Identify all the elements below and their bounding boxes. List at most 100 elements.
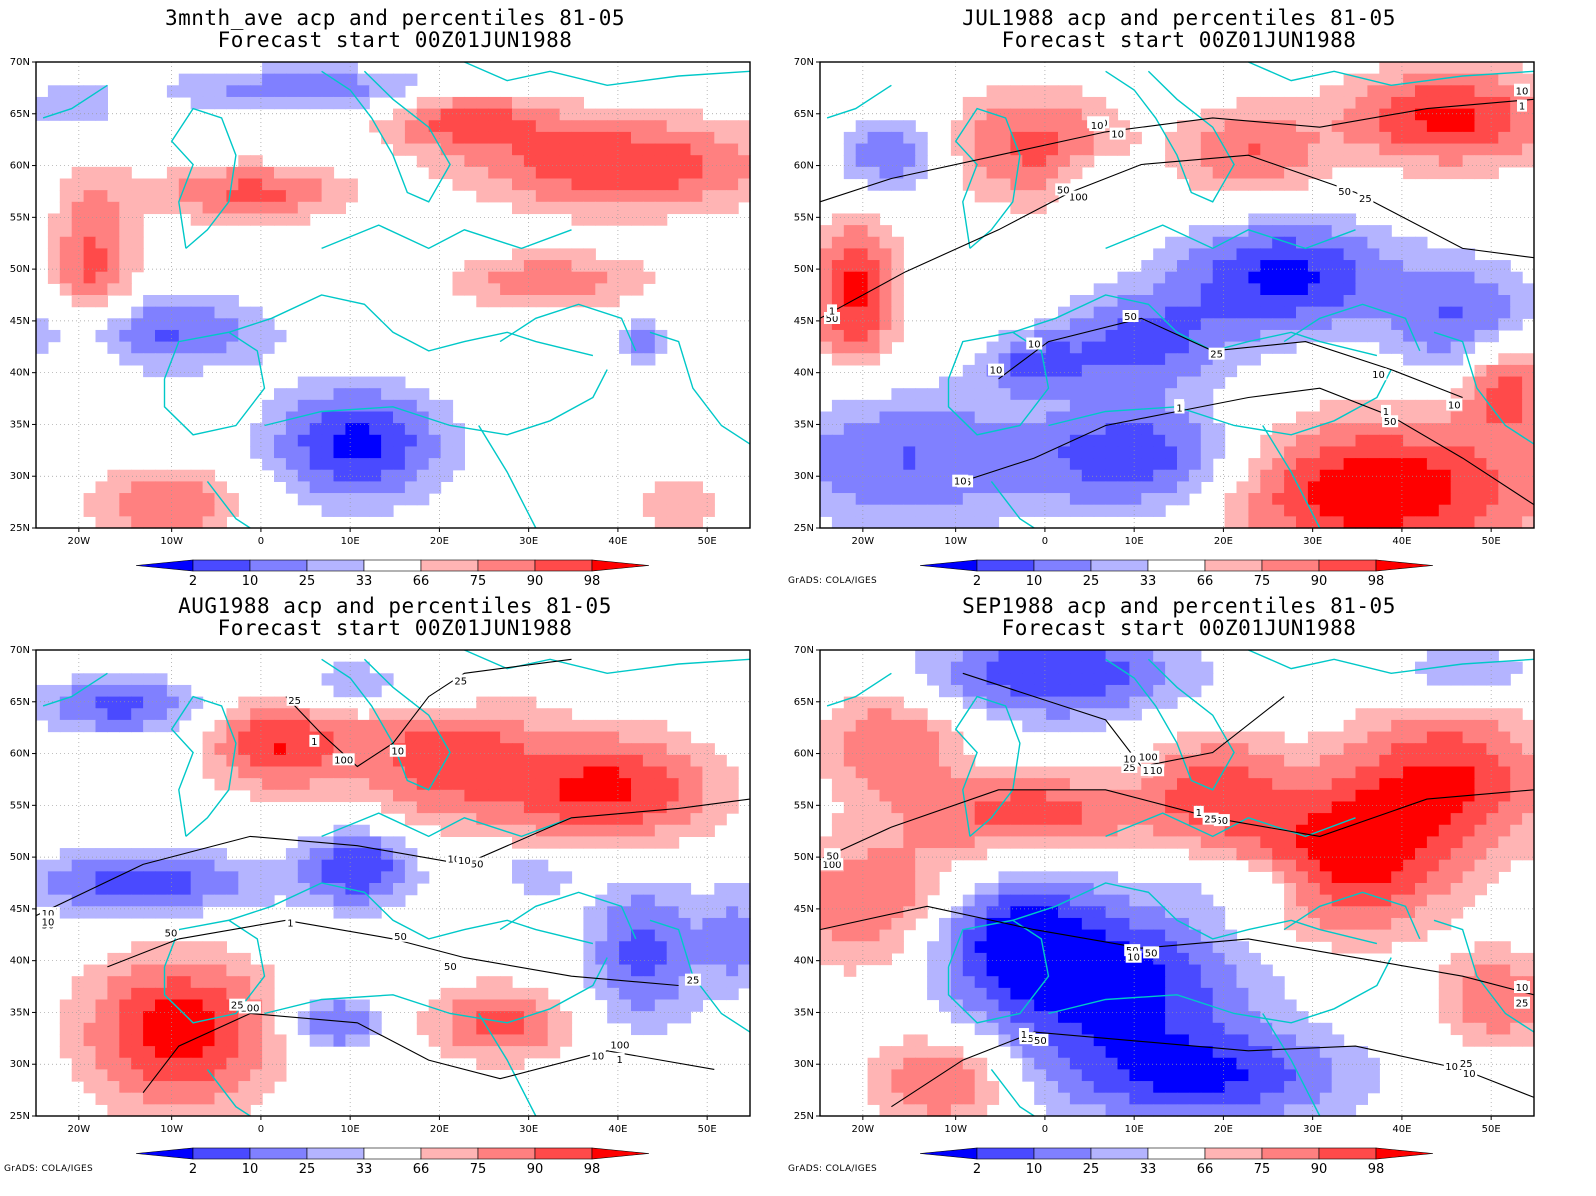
percentile-cell [131,504,144,517]
percentile-cell [131,1104,144,1117]
percentile-cell [262,871,275,884]
percentile-cell [274,754,287,768]
percentile-cell [654,824,668,837]
percentile-cell [950,766,964,779]
percentile-cell [95,271,108,284]
percentile-cell [998,883,1011,896]
percentile-cell [464,1046,477,1059]
percentile-cell [974,143,988,156]
percentile-cell [59,1011,73,1024]
percentile-cell [274,719,287,733]
percentile-cell [631,260,644,273]
percentile-cell [939,754,952,768]
percentile-cell [1355,789,1368,803]
percentile-cell [333,73,346,86]
percentile-cell [1367,836,1380,849]
percentile-cell [1379,481,1392,494]
percentile-cell [891,516,904,529]
percentile-cell [404,859,418,872]
percentile-cell [83,248,97,261]
percentile-cell [488,987,501,1001]
percentile-cell [1248,166,1261,180]
percentile-cell [666,731,680,744]
percentile-cell [867,766,881,779]
percentile-cell [903,120,916,133]
coastline [321,70,451,203]
percentile-cell [1284,434,1297,448]
percentile-cell [262,766,275,779]
percentile-cell [1284,341,1297,354]
percentile-cell [1415,318,1428,331]
percentile-cell [1319,423,1333,436]
percentile-cell [226,85,239,98]
percentile-cell [500,178,513,191]
percentile-cell [1272,778,1285,791]
percentile-cell [1260,754,1273,768]
percentile-cell [1331,883,1345,896]
percentile-cell [1165,766,1178,779]
percentile-cell [1093,719,1107,733]
percentile-cell [1319,871,1333,884]
percentile-cell [1046,446,1059,459]
percentile-cell [903,883,916,896]
percentile-cell [262,166,275,180]
percentile-cell [333,836,346,849]
percentile-cell [1474,778,1487,791]
percentile-cell [333,894,346,907]
percentile-cell [36,329,49,343]
percentile-cell [855,708,869,721]
percentile-cell [1319,248,1333,261]
percentile-cell [1510,731,1523,744]
percentile-cell [107,329,120,343]
percentile-cell [998,108,1011,121]
percentile-cell [464,131,477,145]
percentile-cell [843,131,857,145]
percentile-cell [595,108,608,121]
percentile-cell [1391,871,1404,884]
percentile-cell [1343,318,1357,331]
percentile-cell [535,1034,549,1047]
percentile-cell [71,85,85,98]
percentile-cell [1474,260,1487,273]
percentile-cell [166,987,180,1001]
percentile-cell [476,778,489,791]
percentile-cell [1391,458,1404,471]
percentile-cell [416,434,430,448]
percentile-cell [1069,493,1083,506]
percentile-cell [285,85,299,98]
percentile-cell [452,1011,465,1024]
percentile-cell [107,999,120,1012]
percentile-cell [488,283,501,296]
percentile-cell [1046,329,1059,343]
percentile-cell [226,1046,239,1059]
percentile-cell [619,999,632,1012]
percentile-cell [867,225,881,238]
percentile-cell [619,929,632,942]
percentile-cell [738,143,751,156]
percentile-cell [1462,778,1476,791]
percentile-cell [369,684,382,698]
percentile-cell [1379,766,1392,779]
percentile-cell [666,178,680,191]
percentile-cell [1165,458,1178,471]
percentile-cell [738,190,751,203]
percentile-cell [1260,516,1273,529]
percentile-cell [1224,178,1238,191]
percentile-cell [333,62,346,75]
percentile-cell [476,1022,489,1036]
colorbar-segment [534,559,593,572]
percentile-cell [607,178,620,191]
percentile-cell [1319,85,1333,98]
percentile-cell [1093,650,1107,663]
percentile-cell [393,446,406,459]
percentile-cell [666,836,680,849]
percentile-cell [1248,143,1261,156]
percentile-cell [285,859,299,872]
colorbar-label: 75 [470,1162,487,1177]
percentile-cell [428,754,442,768]
percentile-cell [488,166,501,180]
percentile-cell [428,120,442,133]
percentile-cell [903,789,916,803]
percentile-cell [607,824,620,837]
percentile-cell [107,684,120,698]
